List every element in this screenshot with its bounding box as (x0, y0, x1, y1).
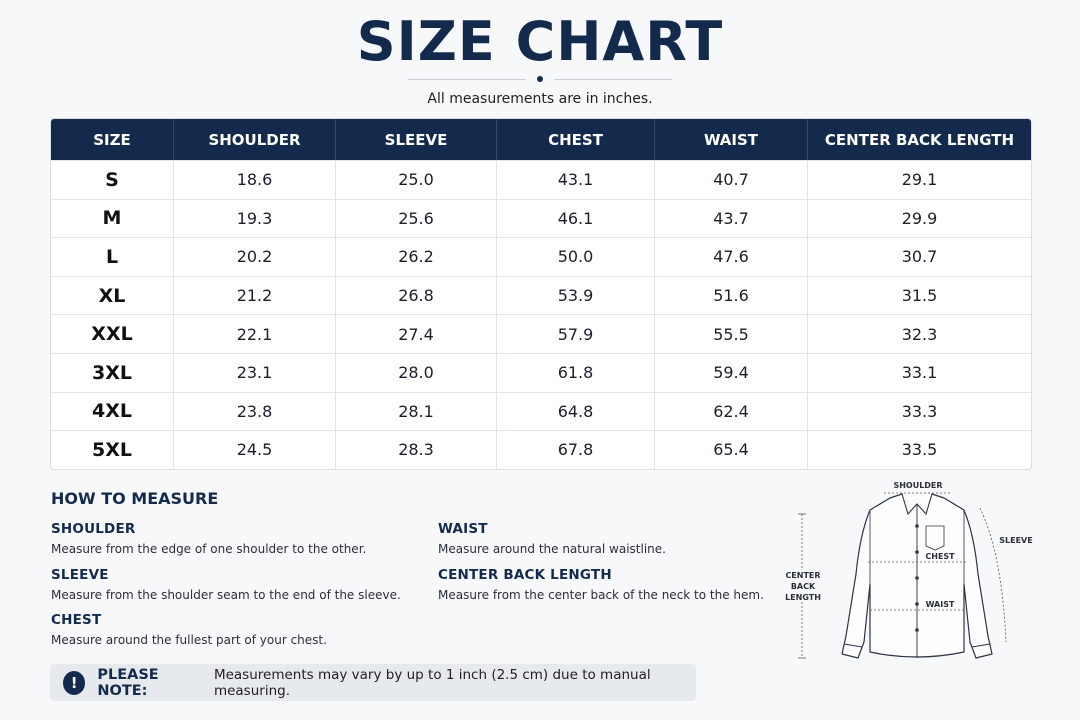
shoulder-cell: 22.1 (174, 314, 336, 353)
measure-heading: WAIST (438, 521, 488, 537)
waist-cell: 65.4 (655, 430, 808, 469)
diagram-label-shoulder: SHOULDER (893, 481, 942, 490)
table-row: XL 21.2 26.8 53.9 51.6 31.5 (51, 275, 1031, 315)
table-header-row: SIZE SHOULDER SLEEVE CHEST WAIST CENTER … (51, 119, 1031, 160)
diagram-label-back: BACK (791, 582, 816, 591)
sleeve-cell: 28.1 (336, 391, 497, 431)
waist-cell: 55.5 (655, 314, 808, 353)
chest-cell: 43.1 (497, 160, 655, 199)
measure-center-back-length: CENTER BACK LENGTH Measure from the cent… (438, 567, 764, 602)
center-back-length-cell: 32.3 (808, 314, 1031, 353)
exclamation-icon: ! (63, 670, 86, 695)
center-back-length-cell: 33.3 (808, 391, 1031, 431)
measure-description: Measure around the fullest part of your … (51, 633, 327, 647)
note-label: PLEASE NOTE: (97, 666, 159, 699)
table-row: L 20.2 26.2 50.0 47.6 30.7 (51, 237, 1031, 276)
size-cell: M (51, 198, 174, 238)
shoulder-cell: 18.6 (174, 160, 336, 199)
column-header-shoulder: SHOULDER (174, 119, 336, 160)
table-row: S 18.6 25.0 43.1 40.7 29.1 (51, 160, 1031, 199)
measure-description: Measure from the shoulder seam to the en… (51, 588, 401, 602)
measure-description: Measure from the edge of one shoulder to… (51, 542, 367, 556)
center-back-length-cell: 31.5 (808, 275, 1031, 315)
waist-cell: 62.4 (655, 391, 808, 431)
waist-cell: 51.6 (655, 275, 808, 315)
size-cell: XXL (51, 314, 174, 353)
sleeve-cell: 27.4 (336, 314, 497, 353)
sleeve-cell: 25.6 (336, 198, 497, 238)
size-table: SIZE SHOULDER SLEEVE CHEST WAIST CENTER … (50, 118, 1032, 470)
shoulder-cell: 21.2 (174, 275, 336, 315)
center-back-length-cell: 29.1 (808, 160, 1031, 199)
column-header-sleeve: SLEEVE (336, 119, 497, 160)
waist-cell: 40.7 (655, 160, 808, 199)
note-text: Measurements may vary by up to 1 inch (2… (213, 666, 651, 699)
chest-cell: 64.8 (497, 391, 655, 431)
waist-cell: 43.7 (655, 198, 808, 238)
chest-cell: 61.8 (497, 352, 655, 392)
size-cell: 5XL (51, 430, 174, 469)
column-header-waist: WAIST (655, 119, 808, 160)
center-back-length-cell: 33.1 (808, 352, 1031, 392)
table-body: S 18.6 25.0 43.1 40.7 29.1 M 19.3 25.6 4… (51, 160, 1031, 469)
sleeve-cell: 26.8 (336, 275, 497, 315)
table-row: 3XL 23.1 28.0 61.8 59.4 33.1 (51, 352, 1031, 392)
column-header-center-back-length: CENTER BACK LENGTH (808, 119, 1031, 160)
title-divider (408, 73, 672, 85)
size-cell: 3XL (51, 352, 174, 392)
column-header-size: SIZE (51, 119, 174, 160)
measure-heading: SHOULDER (51, 521, 136, 537)
measure-description: Measure from the center back of the neck… (438, 588, 764, 602)
shoulder-cell: 23.1 (174, 352, 336, 392)
sleeve-cell: 28.3 (336, 430, 497, 469)
diagram-label-chest: CHEST (925, 552, 955, 561)
chest-cell: 46.1 (497, 198, 655, 238)
shirt-measurement-diagram: SHOULDER CHEST WAIST SLEEVE CENTER (780, 474, 1040, 669)
center-back-length-cell: 33.5 (808, 430, 1031, 469)
shoulder-cell: 23.8 (174, 391, 336, 431)
shirt-icon: SHOULDER CHEST WAIST SLEEVE CENTER (784, 481, 1033, 659)
size-cell: XL (51, 275, 174, 315)
size-cell: S (51, 160, 174, 199)
table-row: XXL 22.1 27.4 57.9 55.5 32.3 (51, 314, 1031, 353)
how-to-measure-title: HOW TO MEASURE (51, 489, 219, 508)
waist-cell: 59.4 (655, 352, 808, 392)
size-cell: L (51, 237, 174, 276)
chest-cell: 57.9 (497, 314, 655, 353)
waist-cell: 47.6 (655, 237, 808, 276)
table-row: M 19.3 25.6 46.1 43.7 29.9 (51, 198, 1031, 238)
measure-heading: CENTER BACK LENGTH (438, 567, 612, 583)
center-back-length-cell: 29.9 (808, 198, 1031, 238)
sleeve-cell: 26.2 (336, 237, 497, 276)
shoulder-cell: 20.2 (174, 237, 336, 276)
size-cell: 4XL (51, 391, 174, 431)
measure-waist: WAIST Measure around the natural waistli… (438, 521, 666, 556)
note-banner: ! PLEASE NOTE: Measurements may vary by … (50, 664, 696, 701)
chest-cell: 50.0 (497, 237, 655, 276)
table-row: 4XL 23.8 28.1 64.8 62.4 33.3 (51, 391, 1031, 431)
page-subtitle: All measurements are in inches. (427, 91, 653, 107)
measure-description: Measure around the natural waistline. (438, 542, 666, 556)
measure-chest: CHEST Measure around the fullest part of… (51, 612, 327, 647)
shoulder-cell: 24.5 (174, 430, 336, 469)
chest-cell: 67.8 (497, 430, 655, 469)
center-back-length-cell: 30.7 (808, 237, 1031, 276)
diagram-label-sleeve: SLEEVE (999, 536, 1032, 545)
page-title: SIZE CHART (356, 10, 724, 73)
chest-cell: 53.9 (497, 275, 655, 315)
measure-heading: SLEEVE (51, 567, 109, 583)
sleeve-cell: 28.0 (336, 352, 497, 392)
measure-shoulder: SHOULDER Measure from the edge of one sh… (51, 521, 366, 556)
shoulder-cell: 19.3 (174, 198, 336, 238)
column-header-chest: CHEST (497, 119, 655, 160)
diagram-label-length: LENGTH (785, 593, 821, 602)
diagram-label-waist: WAIST (926, 600, 955, 609)
diagram-label-center: CENTER (785, 571, 820, 580)
measure-heading: CHEST (51, 612, 102, 628)
table-row: 5XL 24.5 28.3 67.8 65.4 33.5 (51, 430, 1031, 469)
sleeve-cell: 25.0 (336, 160, 497, 199)
measure-sleeve: SLEEVE Measure from the shoulder seam to… (51, 567, 401, 602)
